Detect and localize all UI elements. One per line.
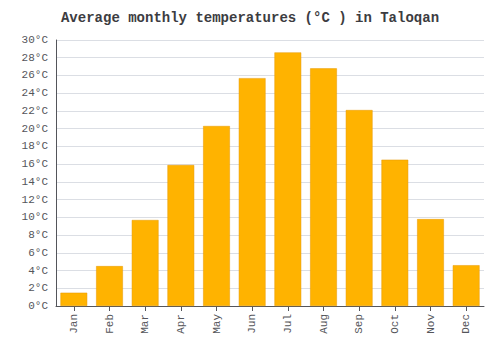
svg-text:Oct: Oct <box>389 314 401 334</box>
svg-text:14°C: 14°C <box>22 176 49 188</box>
svg-text:0°C: 0°C <box>28 300 48 312</box>
svg-text:May: May <box>211 314 223 334</box>
svg-text:Apr: Apr <box>175 314 187 334</box>
svg-text:4°C: 4°C <box>28 265 48 277</box>
svg-text:20°C: 20°C <box>22 123 49 135</box>
svg-text:2°C: 2°C <box>28 282 48 294</box>
svg-text:Feb: Feb <box>104 314 116 334</box>
svg-text:Aug: Aug <box>318 314 330 334</box>
svg-text:Dec: Dec <box>460 314 472 334</box>
svg-text:Average monthly temperatures (: Average monthly temperatures (°C ) in Ta… <box>61 10 439 26</box>
svg-text:16°C: 16°C <box>22 158 49 170</box>
svg-text:Sep: Sep <box>353 314 365 334</box>
svg-text:8°C: 8°C <box>28 229 48 241</box>
svg-text:10°C: 10°C <box>22 211 49 223</box>
svg-text:Jun: Jun <box>246 314 258 334</box>
svg-text:Jan: Jan <box>68 314 80 334</box>
svg-text:26°C: 26°C <box>22 69 49 81</box>
svg-text:22°C: 22°C <box>22 105 49 117</box>
svg-text:28°C: 28°C <box>22 52 49 64</box>
svg-text:Jul: Jul <box>282 314 294 334</box>
svg-text:24°C: 24°C <box>22 87 49 99</box>
svg-text:30°C: 30°C <box>22 34 49 46</box>
svg-text:18°C: 18°C <box>22 140 49 152</box>
svg-text:12°C: 12°C <box>22 194 49 206</box>
svg-text:6°C: 6°C <box>28 247 48 259</box>
svg-text:Mar: Mar <box>139 314 151 334</box>
svg-text:Nov: Nov <box>425 314 437 334</box>
